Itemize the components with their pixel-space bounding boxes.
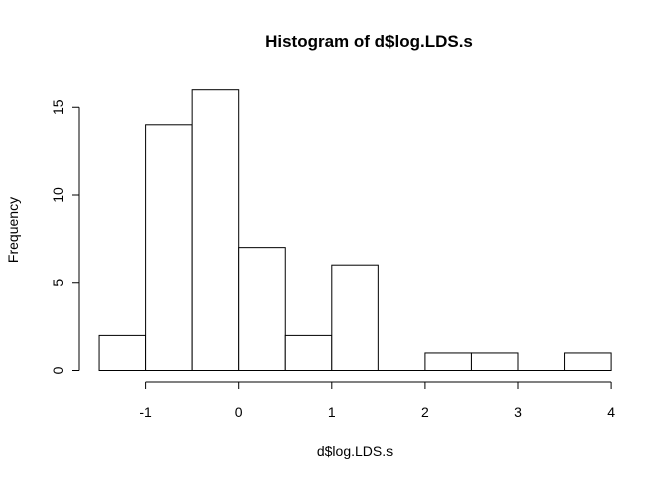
x-tick-label: 3 [514,404,522,420]
x-axis-label: d$log.LDS.s [317,443,393,459]
x-axis: -1 0 1 2 3 4 [139,381,615,420]
x-tick-label: 1 [328,404,336,420]
histogram-bar [424,352,472,372]
histogram-bar [98,334,147,371]
x-tick-label: 0 [235,404,243,420]
histogram-bar [145,124,193,371]
histogram-bar [470,352,519,372]
histogram-bar [331,264,379,372]
histogram-bar [564,352,612,372]
y-tick-label: 5 [50,279,66,287]
y-axis-label: Frequency [5,197,21,263]
histogram-bar [284,334,333,371]
chart-title: Histogram of d$log.LDS.s [265,32,473,51]
y-tick-label: 10 [50,187,66,203]
histogram-bar [238,247,286,371]
y-tick-label: 15 [50,99,66,115]
x-tick-label: 4 [607,404,615,420]
histogram-bar [191,89,240,371]
y-axis: 0 5 10 15 [50,99,80,374]
x-tick-label: -1 [139,404,152,420]
bars-group [98,89,612,372]
y-tick-label: 0 [50,366,66,374]
x-tick-label: 2 [421,404,429,420]
